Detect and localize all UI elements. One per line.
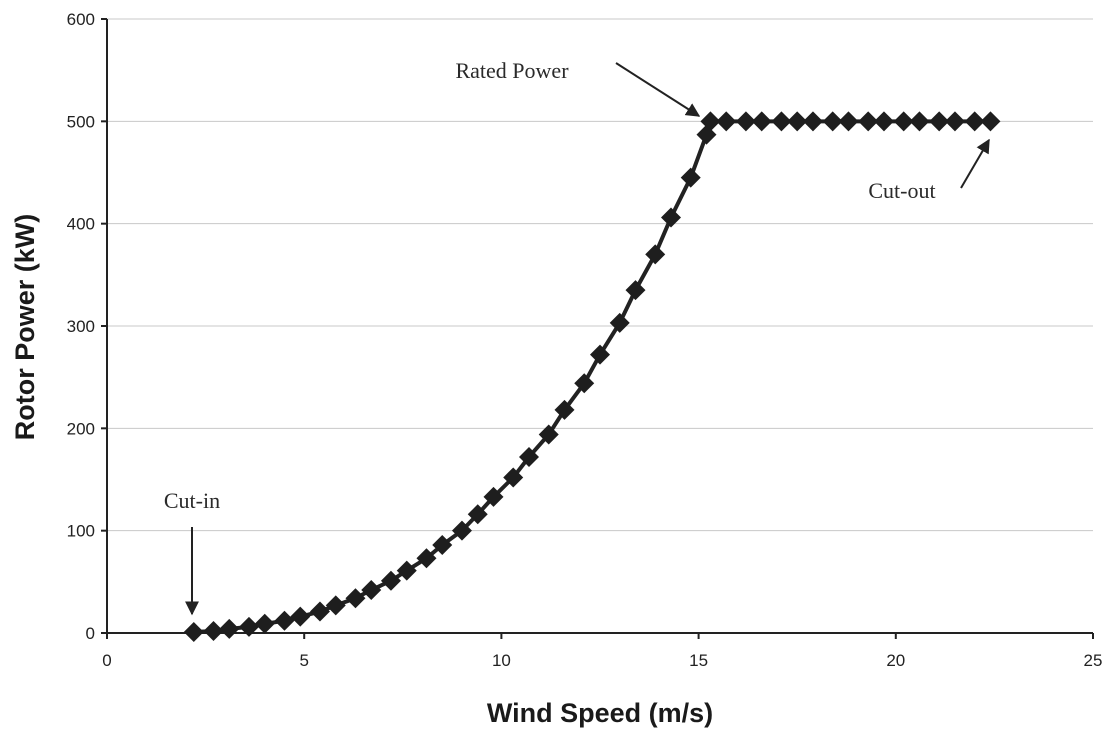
data-point (290, 606, 311, 627)
data-point (787, 111, 808, 132)
data-point (680, 167, 701, 188)
x-tick-label: 5 (299, 651, 308, 670)
data-point (503, 467, 524, 488)
data-point (590, 344, 610, 365)
data-point (219, 618, 240, 639)
data-point (203, 620, 224, 641)
data-point (451, 520, 472, 541)
data-point (483, 486, 504, 507)
x-tick-label: 0 (102, 651, 111, 670)
y-tick-label: 0 (86, 624, 95, 643)
data-point (609, 312, 630, 333)
x-tick-label: 15 (689, 651, 708, 670)
data-point (274, 610, 295, 631)
annotation-arrow-cut-out (960, 138, 990, 189)
annotation-cut-in: Cut-in (164, 488, 220, 513)
data-point (554, 399, 575, 420)
data-point (645, 244, 666, 265)
data-point (432, 534, 453, 555)
axes (101, 18, 1094, 639)
gridlines (107, 18, 1093, 532)
data-point (183, 621, 204, 642)
data-point (416, 548, 437, 569)
data-point (858, 111, 879, 132)
annotation-rated-power: Rated Power (455, 58, 569, 83)
data-point (238, 616, 259, 637)
data-point (716, 111, 737, 132)
data-point (822, 111, 843, 132)
x-axis-title: Wind Speed (m/s) (487, 698, 713, 728)
data-point (325, 595, 346, 616)
data-point (309, 601, 330, 622)
series-power-curve (183, 111, 1001, 642)
data-point (625, 280, 646, 301)
annotations: Cut-in Rated Power Cut-out (164, 58, 990, 616)
x-tick-label: 20 (886, 651, 905, 670)
data-point (361, 580, 382, 601)
data-point (254, 613, 275, 634)
data-point (802, 111, 823, 132)
annotation-arrow-rated-power (615, 62, 701, 117)
y-tick-label: 300 (67, 317, 95, 336)
y-axis-title: Rotor Power (kW) (10, 214, 40, 441)
data-point (909, 111, 930, 132)
data-point (467, 504, 488, 525)
data-point (751, 111, 772, 132)
data-point (771, 111, 792, 132)
tick-labels: 0 100 200 300 400 500 600 0 5 10 15 20 25 (67, 10, 1103, 670)
y-tick-label: 100 (67, 522, 95, 541)
data-point (873, 111, 894, 132)
y-tick-label: 200 (67, 419, 95, 438)
data-point (893, 111, 914, 132)
data-point (519, 446, 540, 467)
x-tick-label: 10 (492, 651, 511, 670)
data-point (660, 207, 681, 228)
y-tick-label: 400 (67, 215, 95, 234)
y-tick-label: 500 (67, 112, 95, 131)
y-tick-label: 600 (67, 10, 95, 29)
data-point (838, 111, 859, 132)
annotation-cut-out: Cut-out (868, 178, 935, 203)
data-point (380, 570, 401, 591)
data-point (396, 560, 417, 581)
data-point (538, 424, 559, 445)
data-point (929, 111, 950, 132)
x-tick-label: 25 (1084, 651, 1103, 670)
data-point (980, 111, 1001, 132)
data-point (964, 111, 985, 132)
data-point (345, 588, 366, 609)
data-point (574, 373, 595, 394)
data-point (700, 111, 721, 132)
data-point (944, 111, 965, 132)
data-point (735, 111, 756, 132)
